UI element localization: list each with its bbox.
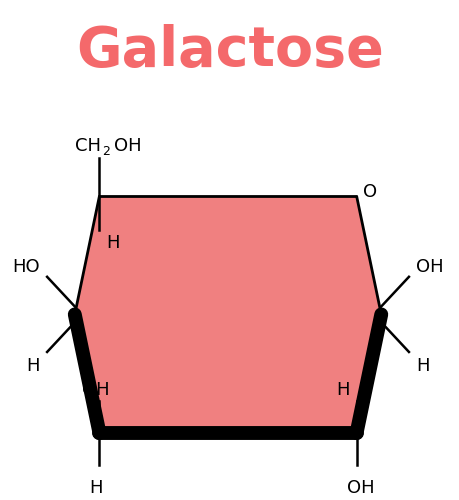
Text: OH: OH [415,258,442,276]
Text: OH: OH [346,478,374,496]
Text: CH: CH [75,138,101,156]
Text: 2: 2 [102,145,110,158]
Text: OH: OH [114,138,142,156]
Text: O: O [363,183,377,201]
Polygon shape [75,196,381,433]
Text: OH: OH [82,380,109,398]
Text: H: H [335,380,349,398]
Text: H: H [106,234,120,252]
Text: Galactose: Galactose [76,24,383,78]
Text: H: H [415,357,428,375]
Text: H: H [89,478,102,496]
Text: HO: HO [12,258,40,276]
Text: H: H [27,357,40,375]
